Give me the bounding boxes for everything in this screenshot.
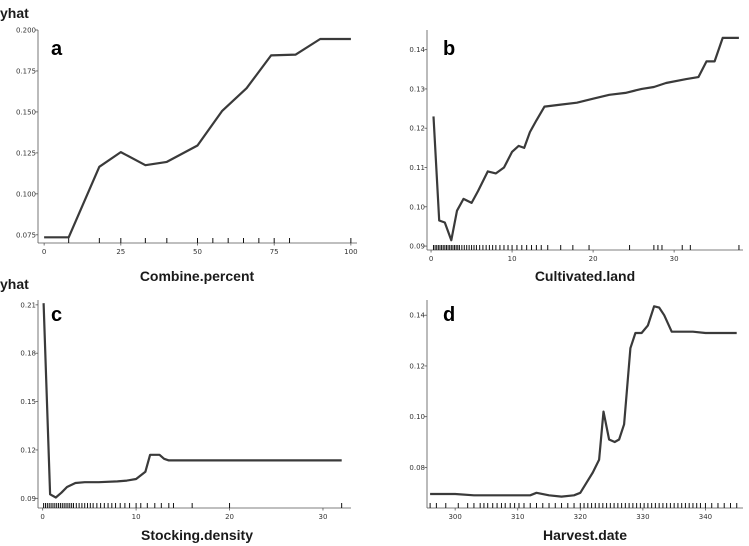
panel-b-series-line [432, 36, 739, 242]
panel-a-y-tick-label: 0.100 [16, 190, 36, 198]
panel-c-series-line [42, 303, 342, 499]
panel-c-y-tick-label: 0.15 [20, 398, 36, 406]
panel-c-y-tick-label: 0.12 [20, 446, 36, 454]
panel-d-x-tick-label: 340 [699, 513, 712, 521]
panel-c-x-tick-label: 10 [132, 513, 141, 521]
panel-d-x-tick-label: 310 [511, 513, 524, 521]
panel-b-x-tick-label: 30 [670, 255, 679, 263]
panel-d-letter: d [443, 304, 455, 326]
panel-b-y-tick-label: 0.10 [409, 203, 425, 211]
panel-a-x-tick-label: 50 [193, 248, 202, 256]
panel-a-y-tick-label: 0.200 [16, 27, 36, 35]
panel-d-x-tick-label: 320 [574, 513, 587, 521]
panel-d-y-tick-label: 0.14 [409, 312, 425, 320]
panel-b-y-tick-label: 0.11 [409, 164, 425, 172]
panel-c-x-axis-label: Stocking.density [141, 527, 253, 543]
panel-c-y-tick-label: 0.09 [20, 495, 36, 503]
panel-a-y-tick-label: 0.125 [16, 149, 36, 157]
panel-c-letter: c [51, 304, 62, 326]
panel-b-x-tick-label: 10 [508, 255, 517, 263]
panel-d-x-tick-label: 330 [636, 513, 649, 521]
panel-a-y-tick-label: 0.075 [16, 231, 36, 239]
panel-b-x-tick-label: 0 [429, 255, 433, 263]
panel-a-x-tick-label: 0 [42, 248, 46, 256]
panel-c-x-tick-label: 0 [40, 513, 44, 521]
panel-c-x-tick-label: 30 [319, 513, 328, 521]
panel-c-y-tick-label: 0.21 [20, 301, 36, 309]
panel-a-x-tick-label: 25 [116, 248, 125, 256]
panel-d-series-line [430, 305, 737, 498]
panel-a-x-tick-label: 100 [344, 248, 357, 256]
panel-a-x-axis-label: Combine.percent [140, 268, 255, 284]
panel-c-y-tick-label: 0.18 [20, 350, 36, 358]
panel-b-y-tick-label: 0.13 [409, 85, 425, 93]
panel-b-y-tick-label: 0.12 [409, 125, 425, 133]
panel-b-letter: b [443, 38, 455, 60]
panel-a-letter: a [51, 38, 63, 60]
panel-b-y-tick-label: 0.09 [409, 243, 425, 251]
panel-d-x-tick-label: 300 [448, 513, 461, 521]
panel-d-y-tick-label: 0.10 [409, 413, 425, 421]
panel-c-x-tick-label: 20 [225, 513, 234, 521]
panel-b-y-tick-label: 0.14 [409, 46, 425, 54]
panel-a-x-tick-label: 75 [270, 248, 279, 256]
panel-a-y-axis-label: yhat [0, 5, 29, 21]
panel-a-series-line [44, 37, 351, 239]
panel-d-x-axis-label: Harvest.date [543, 527, 627, 543]
panel-b-x-axis-label: Cultivated.land [535, 268, 635, 284]
panel-b-x-tick-label: 20 [589, 255, 598, 263]
panel-d-y-tick-label: 0.08 [409, 464, 425, 472]
panel-d-y-tick-label: 0.12 [409, 362, 425, 370]
panel-a-y-tick-label: 0.175 [16, 67, 36, 75]
panel-a-y-tick-label: 0.150 [16, 108, 36, 116]
panel-c-y-axis-label: yhat [0, 276, 29, 292]
